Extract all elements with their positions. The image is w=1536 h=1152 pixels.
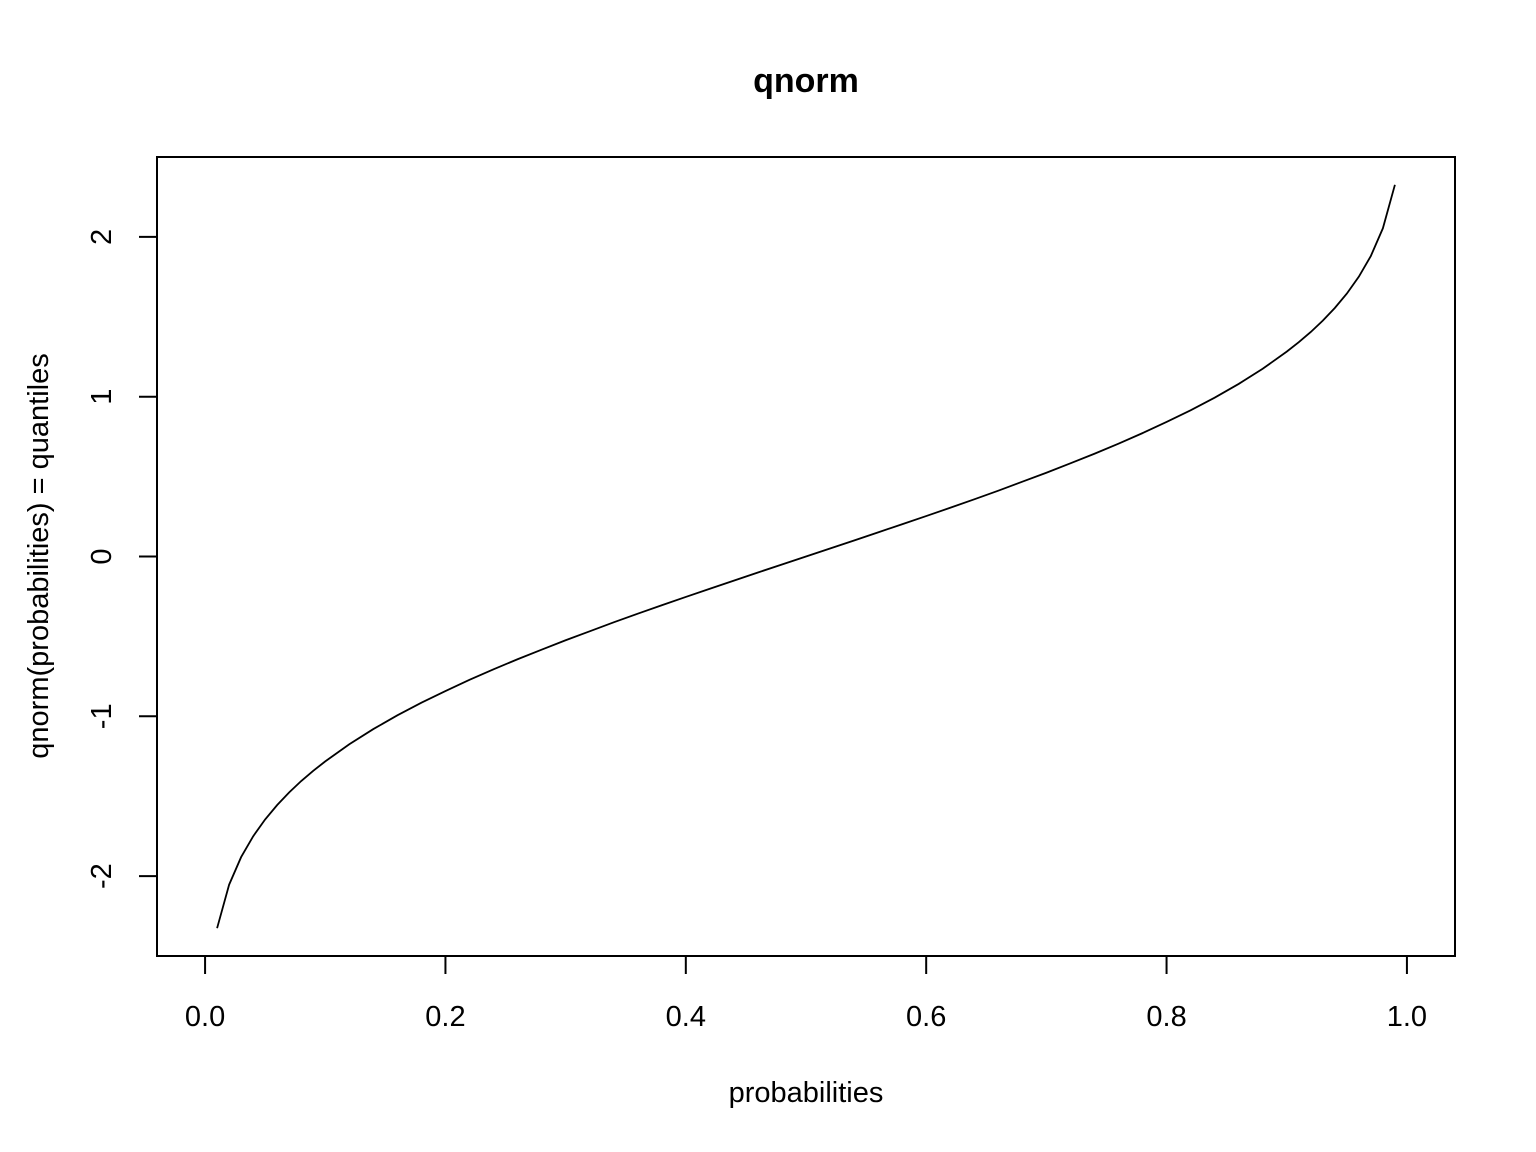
y-tick-label: 2 (86, 229, 118, 245)
y-tick-label: -2 (86, 863, 118, 889)
x-tick-label: 1.0 (1387, 1001, 1427, 1033)
x-tick-label: 0.6 (906, 1001, 946, 1033)
quantile-curve (216, 184, 1396, 929)
x-axis-label: probabilities (729, 1077, 884, 1109)
chart-title: qnorm (753, 62, 859, 100)
y-tick-label: -1 (86, 703, 118, 729)
x-tick-label: 0.0 (185, 1001, 225, 1033)
y-axis: -2 -1 0 1 2 (86, 229, 158, 889)
y-tick-label: 1 (86, 389, 118, 405)
y-tick-label: 0 (86, 548, 118, 564)
y-axis-label: qnorm(probabilities) = quantiles (23, 353, 55, 758)
x-tick-label: 0.2 (425, 1001, 465, 1033)
x-tick-label: 0.8 (1146, 1001, 1186, 1033)
x-axis: 0.0 0.2 0.4 0.6 0.8 1.0 (185, 955, 1427, 1033)
x-tick-label: 0.4 (666, 1001, 706, 1033)
